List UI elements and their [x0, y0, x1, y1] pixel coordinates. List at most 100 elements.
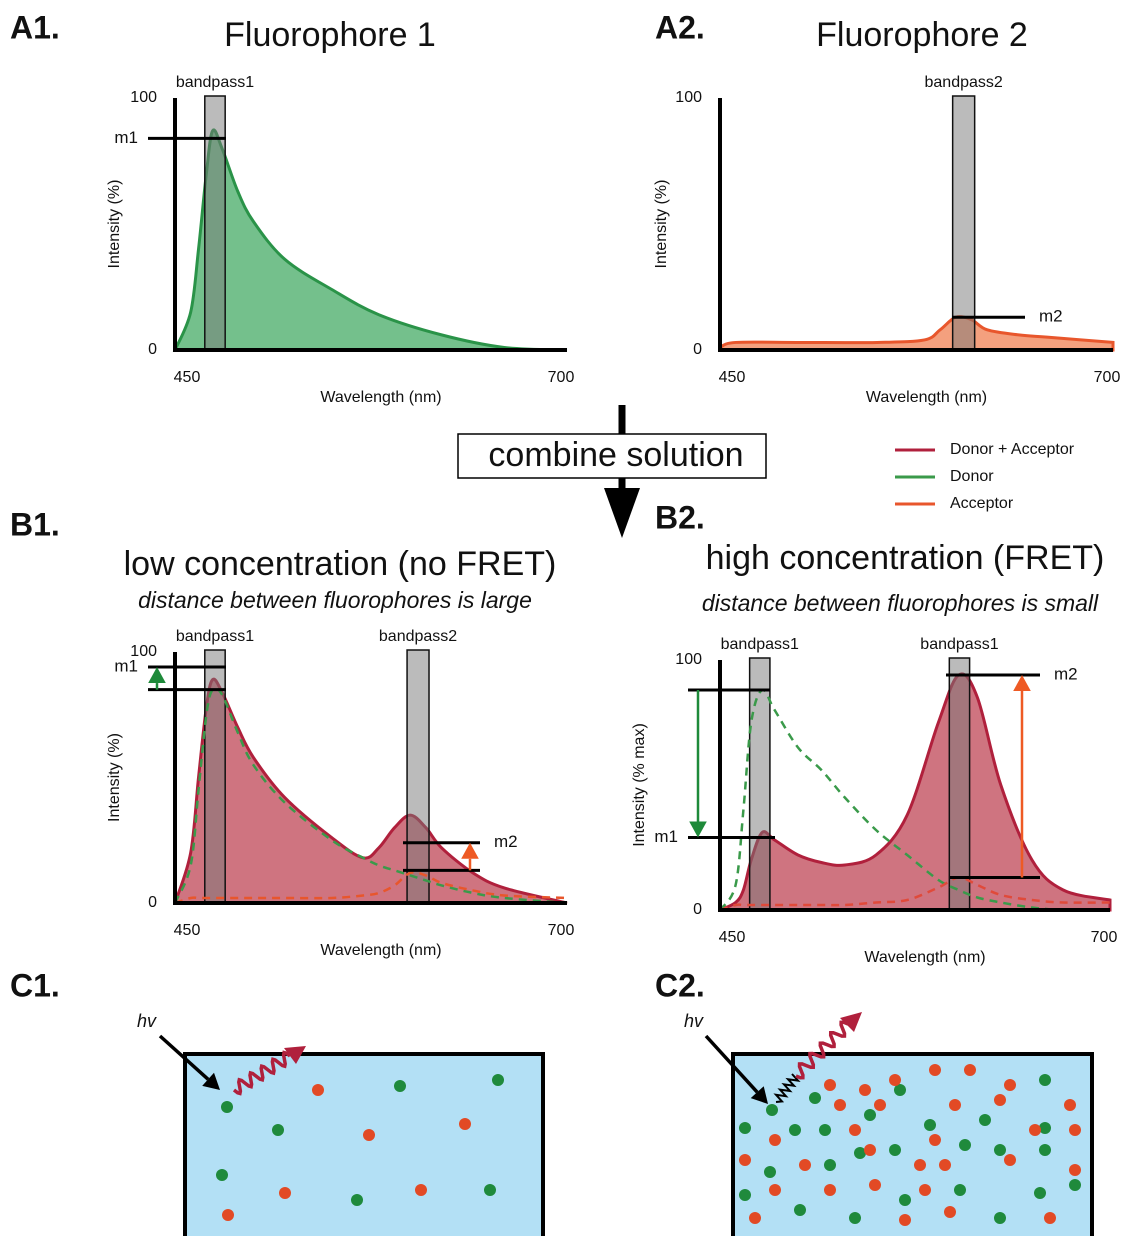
x-tick-label: 700: [548, 922, 575, 939]
wave-arrowhead: [840, 1012, 862, 1032]
molecule: [869, 1179, 881, 1191]
y-tick-label: 0: [148, 341, 157, 358]
molecule: [1034, 1187, 1046, 1199]
y-axis-label: Intensity (% max): [631, 723, 648, 847]
spectrum-line: [718, 688, 1110, 912]
emission-wave: [232, 1050, 292, 1096]
schematic-art: [158, 1012, 1081, 1226]
y-tick-label: 100: [130, 89, 157, 106]
arrowhead: [202, 1072, 220, 1090]
molecule: [1039, 1074, 1051, 1086]
molecule: [994, 1144, 1006, 1156]
molecule: [899, 1214, 911, 1226]
molecule: [351, 1194, 363, 1206]
panel-label: A2.: [655, 9, 705, 45]
molecule: [874, 1099, 886, 1111]
molecule: [739, 1154, 751, 1166]
molecule: [1039, 1122, 1051, 1134]
molecule: [819, 1124, 831, 1136]
molecule: [312, 1084, 324, 1096]
x-axis-label: Wavelength (nm): [864, 949, 985, 966]
panel-label: B2.: [655, 499, 705, 535]
x-tick-label: 450: [719, 929, 746, 946]
molecule: [415, 1184, 427, 1196]
molecule: [764, 1166, 776, 1178]
level-label: m1: [654, 827, 678, 846]
molecule: [1004, 1079, 1016, 1091]
molecule: [864, 1109, 876, 1121]
molecule: [849, 1124, 861, 1136]
bandpass-label: bandpass2: [925, 74, 1003, 91]
molecule: [894, 1084, 906, 1096]
molecule: [769, 1134, 781, 1146]
panel-label: C1.: [10, 967, 60, 1003]
y-axis-label: Intensity (%): [106, 180, 123, 269]
molecule: [959, 1139, 971, 1151]
chart-subtitle: distance between fluorophores is large: [138, 587, 532, 613]
molecule: [1069, 1179, 1081, 1191]
bandpass: [204, 649, 226, 904]
molecule: [749, 1212, 761, 1224]
bandpass-label: bandpass1: [176, 628, 254, 645]
arrowhead: [148, 667, 166, 684]
level-label: m2: [1039, 307, 1063, 326]
panel-label: B1.: [10, 506, 60, 542]
spectrum-line: [719, 876, 1111, 912]
molecule: [794, 1204, 806, 1216]
wave-arrowhead: [284, 1046, 306, 1064]
arrowhead: [461, 842, 479, 859]
chart-title: Fluorophore 1: [224, 16, 436, 54]
bandpass: [406, 649, 430, 904]
chart-subtitle: distance between fluorophores is small: [702, 590, 1099, 616]
arrowhead: [689, 821, 707, 838]
molecule: [954, 1184, 966, 1196]
molecule: [964, 1064, 976, 1076]
molecule: [1069, 1164, 1081, 1176]
molecule: [889, 1144, 901, 1156]
molecule: [849, 1212, 861, 1224]
arrow-shaft: [704, 1034, 759, 1094]
molecule: [739, 1189, 751, 1201]
level-label: m1: [114, 657, 138, 676]
emission-wave: [795, 1020, 849, 1080]
molecule: [944, 1206, 956, 1218]
molecule: [914, 1159, 926, 1171]
molecule: [1044, 1212, 1056, 1224]
bandpass: [951, 95, 976, 351]
x-tick-label: 450: [719, 369, 746, 386]
molecule: [834, 1099, 846, 1111]
spectrum-area: [718, 315, 1115, 352]
x-tick-label: 450: [174, 922, 201, 939]
x-axis-label: Wavelength (nm): [320, 942, 441, 959]
molecule: [363, 1129, 375, 1141]
bandpass-label: bandpass1: [721, 636, 799, 653]
molecule: [994, 1094, 1006, 1106]
molecule: [929, 1064, 941, 1076]
molecule: [1069, 1124, 1081, 1136]
panel-label: C2.: [655, 967, 705, 1003]
level-label: m2: [494, 832, 518, 851]
molecule: [279, 1187, 291, 1199]
bandpass: [204, 95, 226, 351]
arrowhead: [1013, 675, 1031, 691]
y-tick-label: 100: [675, 89, 702, 106]
molecule: [949, 1099, 961, 1111]
chart-title: Fluorophore 2: [816, 16, 1028, 54]
molecule: [864, 1144, 876, 1156]
molecule: [766, 1104, 778, 1116]
spectrum-area: [172, 677, 568, 905]
molecule: [769, 1184, 781, 1196]
molecule: [484, 1184, 496, 1196]
molecule: [222, 1209, 234, 1221]
bandpass-label: bandpass1: [920, 636, 998, 653]
spring: [773, 1073, 801, 1103]
chart-title: low concentration (no FRET): [124, 545, 557, 583]
bandpass-label: bandpass2: [379, 628, 457, 645]
x-tick-label: 700: [548, 369, 575, 386]
molecule: [924, 1119, 936, 1131]
molecule: [216, 1169, 228, 1181]
molecule: [859, 1084, 871, 1096]
level-label: m1: [114, 128, 138, 147]
molecule: [272, 1124, 284, 1136]
legend-label: Acceptor: [950, 495, 1014, 512]
